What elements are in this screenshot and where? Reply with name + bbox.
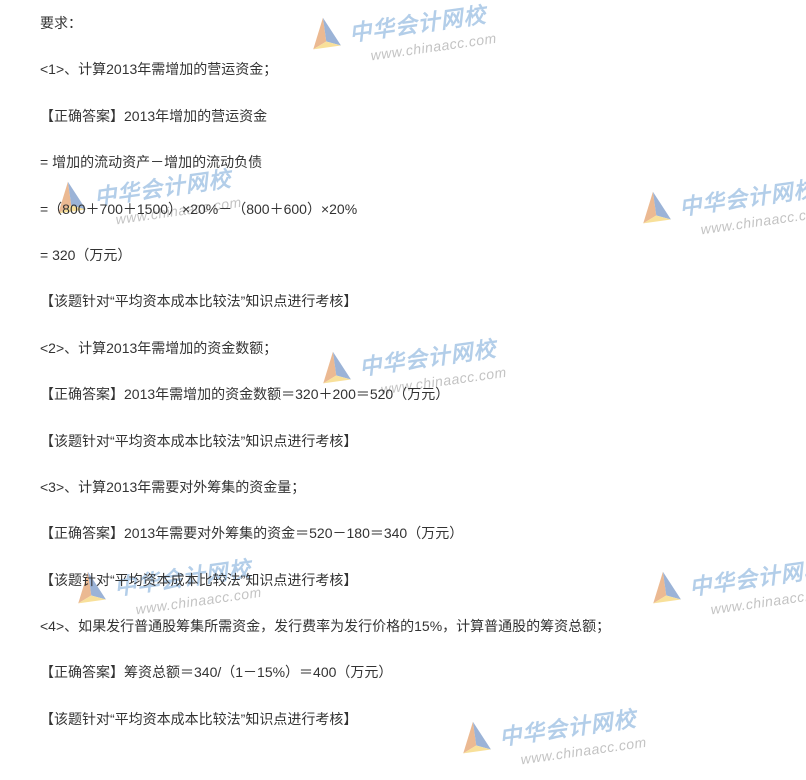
line-a4: 【正确答案】筹资总额＝340/（1－15%）＝400（万元） — [40, 661, 766, 683]
line-a1-title: 【正确答案】2013年增加的营运资金 — [40, 105, 766, 127]
line-q3: <3>、计算2013年需要对外筹集的资金量； — [40, 476, 766, 498]
line-a2-note: 【该题针对“平均资本成本比较法”知识点进行考核】 — [40, 430, 766, 452]
line-a1-step3: = 320（万元） — [40, 244, 766, 266]
line-requirement-heading: 要求： — [40, 12, 766, 34]
line-a3-note: 【该题针对“平均资本成本比较法”知识点进行考核】 — [40, 569, 766, 591]
line-a1-step2: =（800＋700＋1500）×20%－（800＋600）×20% — [40, 198, 766, 220]
line-a4-note: 【该题针对“平均资本成本比较法”知识点进行考核】 — [40, 708, 766, 730]
line-q2: <2>、计算2013年需增加的资金数额； — [40, 337, 766, 359]
line-a2: 【正确答案】2013年需增加的资金数额＝320＋200＝520（万元） — [40, 383, 766, 405]
line-q4: <4>、如果发行普通股筹集所需资金，发行费率为发行价格的15%，计算普通股的筹资… — [40, 615, 766, 637]
line-q1: <1>、计算2013年需增加的营运资金； — [40, 58, 766, 80]
line-a1-step1: = 增加的流动资产－增加的流动负债 — [40, 151, 766, 173]
line-a1-note: 【该题针对“平均资本成本比较法”知识点进行考核】 — [40, 290, 766, 312]
line-a3: 【正确答案】2013年需要对外筹集的资金＝520－180＝340（万元） — [40, 522, 766, 544]
